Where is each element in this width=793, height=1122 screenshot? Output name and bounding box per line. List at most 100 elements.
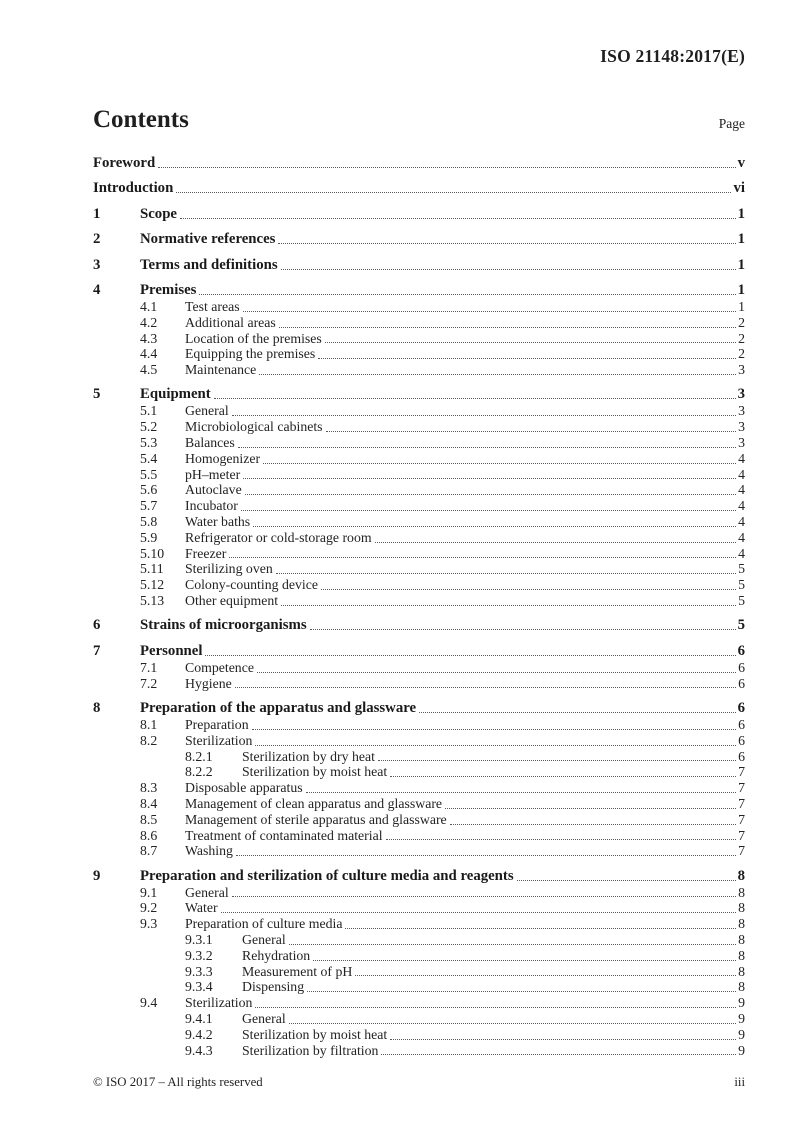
toc-entry-number: 4.4 bbox=[140, 346, 158, 362]
toc-entry-number: 9.4.1 bbox=[185, 1010, 213, 1026]
toc-leader-dots bbox=[288, 943, 737, 945]
toc-entry-label: Preparation of culture media bbox=[185, 916, 343, 932]
toc-entry-page: 9 bbox=[738, 1010, 745, 1026]
toc-entry-page: 4 bbox=[738, 545, 745, 561]
toc-leader-dots bbox=[255, 1006, 737, 1008]
toc-entry: 9.1 General 8 bbox=[93, 885, 745, 901]
toc-entry: 9.3 Preparation of culture media 8 bbox=[93, 916, 745, 932]
toc-leader-dots bbox=[176, 192, 732, 193]
toc-entry-page: 1 bbox=[737, 205, 745, 222]
toc-entry-label: Disposable apparatus bbox=[185, 780, 303, 796]
toc-entry-number: 8.2.1 bbox=[185, 748, 213, 764]
toc-entry-page: vi bbox=[733, 180, 745, 196]
toc-entry-number: 9.3 bbox=[140, 916, 158, 932]
toc-entry-label: Sterilization bbox=[185, 995, 253, 1011]
toc-entry-number: 5 bbox=[93, 386, 101, 403]
toc-entry-label: Premises bbox=[140, 282, 197, 298]
toc-entry: 9.4 Sterilization 9 bbox=[93, 995, 745, 1011]
toc-entry-page: 8 bbox=[738, 884, 745, 900]
toc-leader-dots bbox=[220, 912, 737, 914]
toc-entry-number: 9.3.3 bbox=[185, 963, 213, 979]
toc-leader-dots bbox=[255, 744, 737, 746]
toc-entry: 8.4 Management of clean apparatus and gla… bbox=[93, 796, 745, 812]
toc-leader-dots bbox=[385, 839, 737, 841]
toc-leader-dots bbox=[278, 243, 736, 244]
toc-entry-page: 4 bbox=[738, 482, 745, 498]
toc-entry-number: 1 bbox=[93, 205, 101, 222]
toc-leader-dots bbox=[259, 373, 737, 375]
toc-leader-dots bbox=[275, 573, 737, 575]
toc-entry-page: 3 bbox=[738, 435, 745, 451]
toc-entry: 8.2.1 Sterilization by dry heat 6 bbox=[93, 749, 745, 765]
toc-entry-label: Sterilization by filtration bbox=[242, 1042, 379, 1058]
toc-entry: 7.2 Hygiene 6 bbox=[93, 676, 745, 692]
toc-entry: 8.1 Preparation 6 bbox=[93, 717, 745, 733]
toc-leader-dots bbox=[237, 446, 737, 448]
toc-entry: 9.4.1 General 9 bbox=[93, 1011, 745, 1027]
toc-leader-dots bbox=[288, 1022, 737, 1024]
toc-entry-page: 4 bbox=[738, 466, 745, 482]
toc-entry-page: 6 bbox=[738, 716, 745, 732]
toc-entry-number: 9.1 bbox=[140, 884, 158, 900]
toc-entry: 3 Terms and definitions 1 bbox=[93, 257, 745, 274]
toc-entry-page: 8 bbox=[738, 932, 745, 947]
toc-entry: Introduction vi bbox=[93, 180, 745, 197]
toc-entry: 5.10 Freezer 4 bbox=[93, 546, 745, 562]
toc-entry: 4.3 Location of the premises 2 bbox=[93, 331, 745, 347]
toc-leader-dots bbox=[253, 525, 737, 527]
toc-entry: 7.1 Competence 6 bbox=[93, 660, 745, 676]
toc-entry-number: 8.1 bbox=[140, 716, 158, 732]
toc-entry-number: 5.13 bbox=[140, 593, 165, 609]
toc-entry-number: 9.4 bbox=[140, 995, 158, 1011]
toc-leader-dots bbox=[305, 791, 737, 793]
toc-entry-label: Sterilization by moist heat bbox=[242, 764, 388, 780]
toc-leader-dots bbox=[235, 855, 737, 857]
toc-leader-dots bbox=[309, 629, 736, 631]
toc-entry-label: Preparation bbox=[185, 716, 249, 732]
toc-entry-label: Test areas bbox=[185, 299, 240, 314]
toc-entry-page: 8 bbox=[738, 963, 745, 979]
toc-entry-label: Sterilization bbox=[185, 732, 253, 748]
toc-entry: 9.3.3 Measurement of pH 8 bbox=[93, 964, 745, 980]
toc-entry-page: v bbox=[737, 154, 745, 171]
toc-leader-dots bbox=[345, 928, 737, 929]
toc-entry: 7 Personnel 6 bbox=[93, 643, 745, 660]
toc-entry: 5.9 Refrigerator or cold-storage room 4 bbox=[93, 530, 745, 546]
toc-entry-label: Management of sterile apparatus and glas… bbox=[185, 811, 447, 827]
toc-entry-label: Personnel bbox=[140, 642, 203, 659]
toc-entry-label: Location of the premises bbox=[185, 330, 322, 346]
toc-entry-number: 8.2 bbox=[140, 732, 158, 748]
toc-entry-label: Autoclave bbox=[185, 482, 242, 498]
contents-header: Contents Page bbox=[93, 106, 745, 134]
toc-entry: 1 Scope 1 bbox=[93, 206, 745, 223]
copyright-notice: © ISO 2017 – All rights reserved bbox=[93, 1075, 263, 1089]
toc-entry-label: Additional areas bbox=[185, 314, 276, 330]
toc-entry: 9 Preparation and sterilization of cultur… bbox=[93, 868, 745, 885]
toc-entry-page: 9 bbox=[738, 995, 745, 1011]
toc-entry-number: 6 bbox=[93, 617, 101, 634]
toc-entry-page: 1 bbox=[738, 299, 745, 314]
toc-entry-label: Water bbox=[185, 900, 218, 916]
toc-leader-dots bbox=[324, 342, 737, 344]
toc-entry: 5.13 Other equipment 5 bbox=[93, 593, 745, 609]
toc-entry-number: 5.7 bbox=[140, 498, 158, 514]
toc-entry-page: 1 bbox=[737, 282, 745, 298]
toc-entry-number: 9.3.4 bbox=[185, 979, 213, 995]
toc-entry-page: 5 bbox=[738, 577, 745, 593]
toc-leader-dots bbox=[205, 654, 736, 656]
toc-entry: 5.7 Incubator 4 bbox=[93, 498, 745, 514]
toc-entry-number: 4.1 bbox=[140, 299, 158, 314]
toc-leader-dots bbox=[256, 671, 737, 673]
toc-entry-page: 4 bbox=[738, 529, 745, 545]
toc-entry-label: Measurement of pH bbox=[242, 963, 353, 979]
toc-entry-number: 8.7 bbox=[140, 843, 158, 859]
toc-entry-page: 6 bbox=[738, 675, 745, 691]
toc-entry-label: Colony-counting device bbox=[185, 577, 318, 593]
toc-entry: 5.5 pH–meter 4 bbox=[93, 467, 745, 483]
toc-entry: 5.3 Balances 3 bbox=[93, 435, 745, 451]
toc-entry-number: 5.12 bbox=[140, 577, 165, 593]
toc-entry-label: Sterilization by moist heat bbox=[242, 1026, 388, 1042]
toc-entry: 8.2.2 Sterilization by moist heat 7 bbox=[93, 764, 745, 780]
toc-entry-label: Incubator bbox=[185, 498, 238, 514]
toc-entry-number: 8.6 bbox=[140, 827, 158, 843]
